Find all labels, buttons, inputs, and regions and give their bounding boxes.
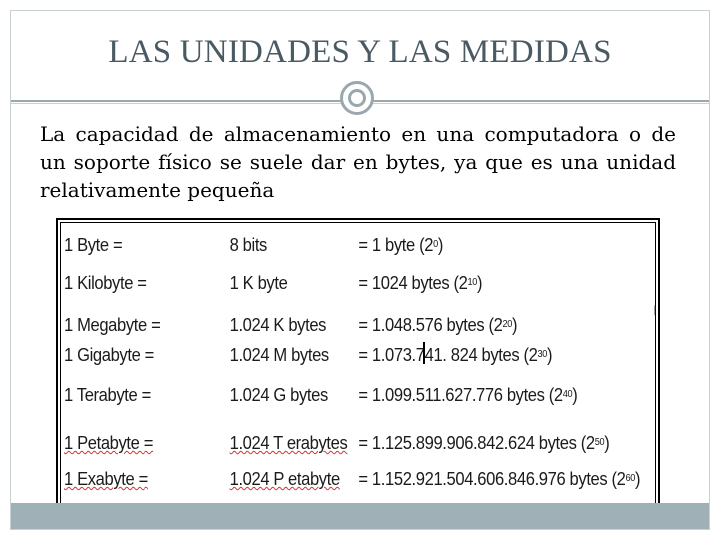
unit-exponent: 30: [537, 349, 547, 360]
unit-name: 1 Petabyte =: [64, 433, 154, 453]
unit-exponent: 0: [433, 239, 438, 250]
unit-value-text: = 1.099.511.627.776 bytes (2: [358, 385, 563, 405]
stray-mark: |: [653, 305, 657, 316]
unit-value-text: = 1.152.921.504.606.846.976 bytes (2: [358, 469, 626, 489]
unit-value: = 1 byte (20): [358, 228, 443, 262]
unit-exponent: 50: [594, 437, 605, 448]
unit-exponent: 20: [502, 319, 512, 330]
unit-equivalence: 1.024 G bytes: [229, 385, 329, 405]
unit-name: 1 Terabyte =: [64, 385, 151, 405]
unit-value: = 1.125.899.906.842.624 bytes (250): [358, 426, 609, 460]
unit-exponent: 60: [625, 473, 636, 484]
unit-equivalence: 8 bits: [229, 235, 268, 255]
unit-exponent: 10: [467, 277, 478, 288]
unit-close-paren: ): [477, 273, 483, 293]
unit-value: = 1.073.741. 824 bytes (230): [358, 338, 552, 372]
unit-close-paren: ): [437, 235, 444, 255]
unit-value-text: = 1.073.741. 824 bytes (2: [358, 345, 538, 365]
unit-value: = 1.152.921.504.606.846.976 bytes (260): [358, 462, 640, 496]
slide-title: LAS UNIDADES Y LAS MEDIDAS: [108, 34, 612, 70]
text-cursor-mark: [423, 342, 425, 364]
footer-band: [11, 503, 709, 529]
slide-body-text: La capacidad de almacenamiento en una co…: [40, 122, 676, 202]
unit-value-text: = 1.048.576 bytes (2: [358, 315, 503, 335]
unit-value: = 1024 bytes (210): [358, 266, 482, 300]
unit-name: 1 Megabyte =: [64, 315, 161, 335]
unit-equivalence: 1.024 M bytes: [229, 345, 330, 365]
unit-close-paren: ): [635, 469, 641, 489]
unit-value-text: = 1.125.899.906.842.624 bytes (2: [358, 433, 595, 453]
unit-close-paren: ): [604, 433, 610, 453]
unit-equivalence: 1.024 P etabyte: [229, 469, 341, 489]
unit-name: 1 Exabyte =: [64, 469, 148, 489]
unit-close-paren: ): [511, 315, 518, 335]
circle-ornament-inner-icon: [348, 89, 366, 107]
unit-equivalence: 1.024 K bytes: [229, 315, 327, 335]
unit-value-text: = 1024 bytes (2: [358, 273, 468, 293]
unit-value: = 1.099.511.627.776 bytes (240): [358, 378, 577, 412]
unit-close-paren: ): [572, 385, 578, 405]
unit-name: 1 Gigabyte =: [64, 345, 154, 365]
unit-exponent: 40: [562, 389, 573, 400]
unit-equivalence: 1 K byte: [229, 273, 288, 293]
unit-name: 1 Byte =: [64, 235, 123, 255]
unit-close-paren: ): [546, 345, 553, 365]
units-table-image: [56, 218, 660, 512]
unit-value: = 1.048.576 bytes (220): [358, 308, 517, 342]
circle-ornament-icon: [340, 81, 374, 115]
unit-equivalence: 1.024 T erabytes: [229, 433, 348, 453]
unit-value-text: = 1 byte (2: [358, 235, 434, 255]
unit-name: 1 Kilobyte =: [64, 273, 147, 293]
